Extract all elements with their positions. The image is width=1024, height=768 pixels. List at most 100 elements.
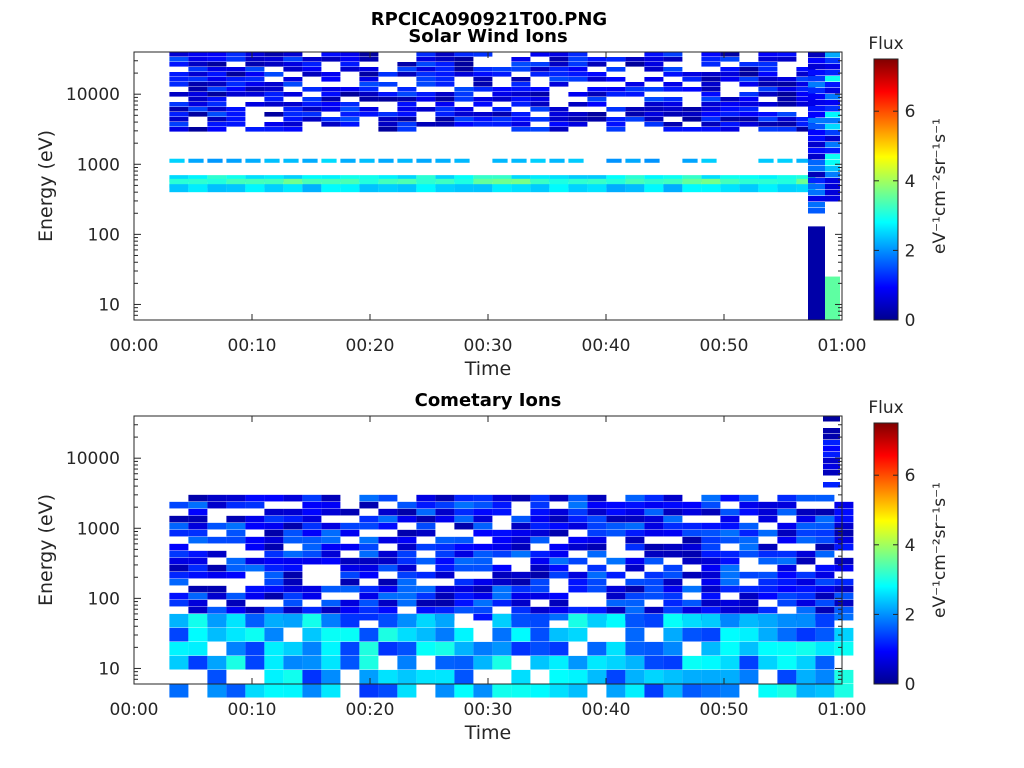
spectrogram-cell	[644, 592, 664, 600]
spectrogram-cell	[473, 585, 493, 593]
spectrogram-cell	[568, 501, 588, 509]
spectrogram-cell	[435, 655, 455, 670]
spectrogram-cell	[207, 613, 227, 628]
spectrogram-cell	[226, 494, 246, 502]
spectrogram-cell	[378, 564, 398, 572]
spectrogram-cell	[682, 529, 702, 537]
spectrogram-cell	[302, 606, 322, 614]
spectrogram-cell	[359, 112, 379, 117]
spectrogram-cell	[701, 536, 721, 544]
spectrogram-cell	[340, 178, 360, 188]
spectrogram-cell	[808, 118, 825, 124]
spectrogram-cell	[739, 536, 759, 544]
spectrogram-cell	[283, 550, 303, 558]
spectrogram-cell	[207, 158, 223, 163]
spectrogram-cell	[321, 606, 341, 614]
spectrogram-cell	[188, 550, 208, 558]
spectrogram-cell	[283, 585, 303, 593]
spectrogram-cell	[823, 452, 840, 458]
spectrogram-cell	[264, 57, 284, 62]
spectrogram-cell	[701, 175, 721, 183]
spectrogram-cell	[701, 127, 721, 132]
spectrogram-cell	[808, 88, 825, 94]
spectrogram-cell	[188, 57, 208, 62]
spectrogram-cell	[701, 178, 721, 188]
spectrogram-cell	[568, 578, 588, 586]
y-tick-label: 10	[98, 659, 120, 679]
spectrogram-cell	[549, 522, 569, 530]
spectrogram-cell	[245, 515, 265, 523]
spectrogram-cell	[549, 494, 569, 502]
spectrogram-cell	[720, 564, 740, 572]
spectrogram-cell	[701, 107, 721, 112]
spectrogram-cell	[340, 158, 356, 163]
spectrogram-cell	[321, 158, 337, 163]
spectrogram-cell	[454, 178, 474, 188]
spectrogram-cell	[359, 52, 379, 57]
spectrogram-cell	[492, 508, 512, 516]
spectrogram-cell	[397, 641, 417, 656]
spectrogram-cell	[397, 72, 417, 77]
spectrogram-cell	[701, 585, 721, 593]
colorbar-units-label: eV⁻¹cm⁻²sr⁻¹s⁻¹	[930, 118, 950, 254]
spectrogram-cell	[416, 627, 436, 642]
spectrogram-cell	[492, 536, 512, 544]
spectrogram-cell	[587, 606, 607, 614]
spectrogram-cell	[808, 196, 825, 202]
spectrogram-cell	[758, 578, 778, 586]
spectrogram-cell	[825, 142, 840, 148]
spectrogram-cell	[302, 641, 322, 656]
spectrogram-cell	[359, 494, 379, 502]
spectrogram-cell	[825, 178, 840, 184]
spectrogram-cell	[720, 102, 740, 107]
spectrogram-cell	[188, 592, 208, 600]
spectrogram-cell	[416, 543, 436, 551]
spectrogram-cell	[169, 178, 189, 188]
spectrogram-cell	[825, 118, 840, 124]
spectrogram-cell	[606, 107, 626, 112]
spectrogram-cell	[682, 77, 702, 82]
spectrogram-cell	[397, 184, 417, 193]
spectrogram-cell	[815, 585, 835, 593]
colorbar	[873, 58, 899, 321]
spectrogram-cell	[302, 655, 322, 670]
x-axis-label: Time	[464, 722, 512, 744]
spectrogram-cell	[473, 550, 493, 558]
spectrogram-cell	[568, 543, 588, 551]
spectrogram-cell	[530, 508, 550, 516]
spectrogram-cell	[473, 494, 493, 502]
y-tick-label: 10000	[66, 85, 120, 105]
spectrogram-cell	[321, 178, 341, 188]
spectrogram-cell	[340, 184, 360, 193]
spectrogram-cell	[492, 72, 512, 77]
spectrogram-cell	[454, 543, 474, 551]
spectrogram-cell	[359, 72, 379, 77]
spectrogram-cell	[226, 57, 246, 62]
spectrogram-cell	[606, 175, 626, 183]
spectrogram-cell	[808, 76, 825, 82]
spectrogram-cell	[720, 112, 740, 117]
spectrogram-cell	[587, 515, 607, 523]
spectrogram-cell	[777, 529, 797, 537]
spectrogram-cell	[226, 564, 246, 572]
spectrogram-cell	[169, 683, 189, 698]
spectrogram-cell	[492, 158, 508, 163]
y-tick-label: 1000	[77, 155, 120, 175]
spectrogram-cell	[808, 226, 825, 320]
spectrogram-cell	[245, 57, 265, 62]
spectrogram-cell	[663, 592, 683, 600]
spectrogram-cell	[549, 175, 569, 183]
spectrogram-cell	[454, 117, 474, 122]
spectrogram-cell	[834, 501, 854, 509]
spectrogram-cell	[416, 62, 436, 67]
spectrogram-cell	[492, 641, 512, 656]
spectrogram-cell	[644, 184, 664, 193]
colorbar-tick-label: 0	[905, 675, 916, 695]
spectrogram-cell	[530, 655, 550, 670]
spectrogram-cell	[511, 571, 531, 579]
spectrogram-cell	[644, 97, 664, 102]
spectrogram-cell	[416, 529, 436, 537]
spectrogram-cell	[397, 508, 417, 516]
spectrogram-cell	[825, 124, 840, 130]
spectrogram-cell	[530, 550, 550, 558]
